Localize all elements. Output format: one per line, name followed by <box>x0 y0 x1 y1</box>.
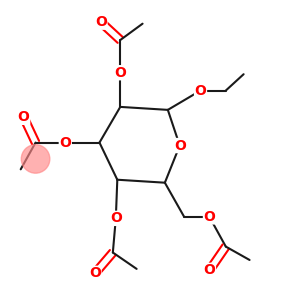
Text: O: O <box>195 84 206 98</box>
Text: O: O <box>95 15 107 29</box>
Text: O: O <box>110 212 122 225</box>
Circle shape <box>21 145 50 173</box>
Text: O: O <box>18 110 30 124</box>
Text: O: O <box>114 66 126 80</box>
Text: O: O <box>203 210 215 224</box>
Text: O: O <box>203 263 215 278</box>
Text: O: O <box>89 266 101 280</box>
Text: O: O <box>174 139 186 152</box>
Text: O: O <box>59 136 71 150</box>
